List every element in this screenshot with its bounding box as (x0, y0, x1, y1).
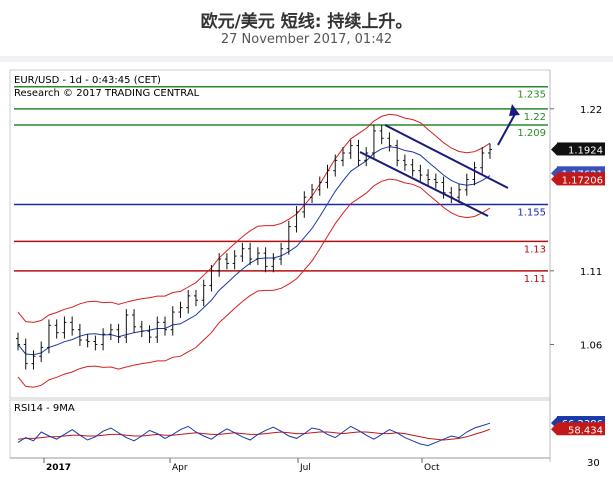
rsi-tag-bg (557, 422, 605, 436)
publish-datetime: 27 November 2017, 01:42 (220, 32, 393, 47)
research-line: Research © 2017 TRADING CENTRAL (14, 88, 200, 99)
x-tick-label: 2017 (46, 463, 71, 473)
support-resistance-levels: 1.235 1.22 1.209 1.155 1.13 1.11 (14, 85, 548, 285)
rsi-panel-frame (9, 399, 551, 459)
price-tag-label: 1.1924 (568, 145, 603, 156)
upper-band-line (17, 113, 491, 323)
x-tick-label: Oct (424, 463, 440, 473)
time-axis: 2017 Apr Jul Oct (43, 458, 440, 473)
page-title: 欧元/美元 短线: 持续上升。 (200, 12, 413, 32)
rsi-tag-label: 58.434 (568, 425, 603, 436)
level-label: 1.155 (517, 208, 546, 219)
level-label: 1.235 (517, 90, 546, 101)
rsi-line (17, 422, 491, 447)
price-y-axis: 1.06 1.11 1.22 (550, 105, 602, 351)
price-tag-pointer (551, 143, 557, 156)
rsi-lines (17, 422, 491, 447)
y-tick-label: 1.06 (580, 340, 602, 351)
symbol-line: EUR/USD - 1d - 0:43:45 (CET) (14, 75, 161, 86)
price-panel-frame (9, 69, 551, 399)
y-tick-label: 1.22 (580, 105, 602, 116)
report-header: 欧元/美元 短线: 持续上升。 27 November 2017, 01:42 (0, 0, 613, 56)
level-label: 1.13 (524, 244, 546, 255)
header-separator (0, 56, 613, 62)
moving-average-line (17, 146, 491, 356)
candlesticks (16, 125, 492, 370)
price-tag-label: 1.17206 (562, 175, 603, 186)
projection-arrow-line (497, 113, 516, 146)
x-tick-label: Apr (172, 463, 188, 473)
level-label: 1.22 (524, 112, 546, 123)
channel-lower-line (359, 151, 489, 217)
projection-arrow-head (509, 104, 520, 116)
rsi-tag-pointer (551, 423, 557, 436)
rsi-y-tick-label: 30 (587, 458, 600, 469)
level-label: 1.209 (517, 128, 546, 139)
price-tag-pointer (551, 173, 557, 186)
x-tick-label: Jul (299, 463, 311, 473)
y-tick-label: 1.11 (580, 267, 602, 278)
price-tag-bg (557, 142, 605, 156)
lower-band-line (17, 178, 491, 388)
price-tag-bg (557, 172, 605, 186)
rsi-title: RSI14 - 9MA (14, 403, 75, 414)
bollinger-bands (17, 113, 491, 388)
channel-upper-line (384, 124, 509, 189)
level-label: 1.11 (524, 274, 546, 285)
